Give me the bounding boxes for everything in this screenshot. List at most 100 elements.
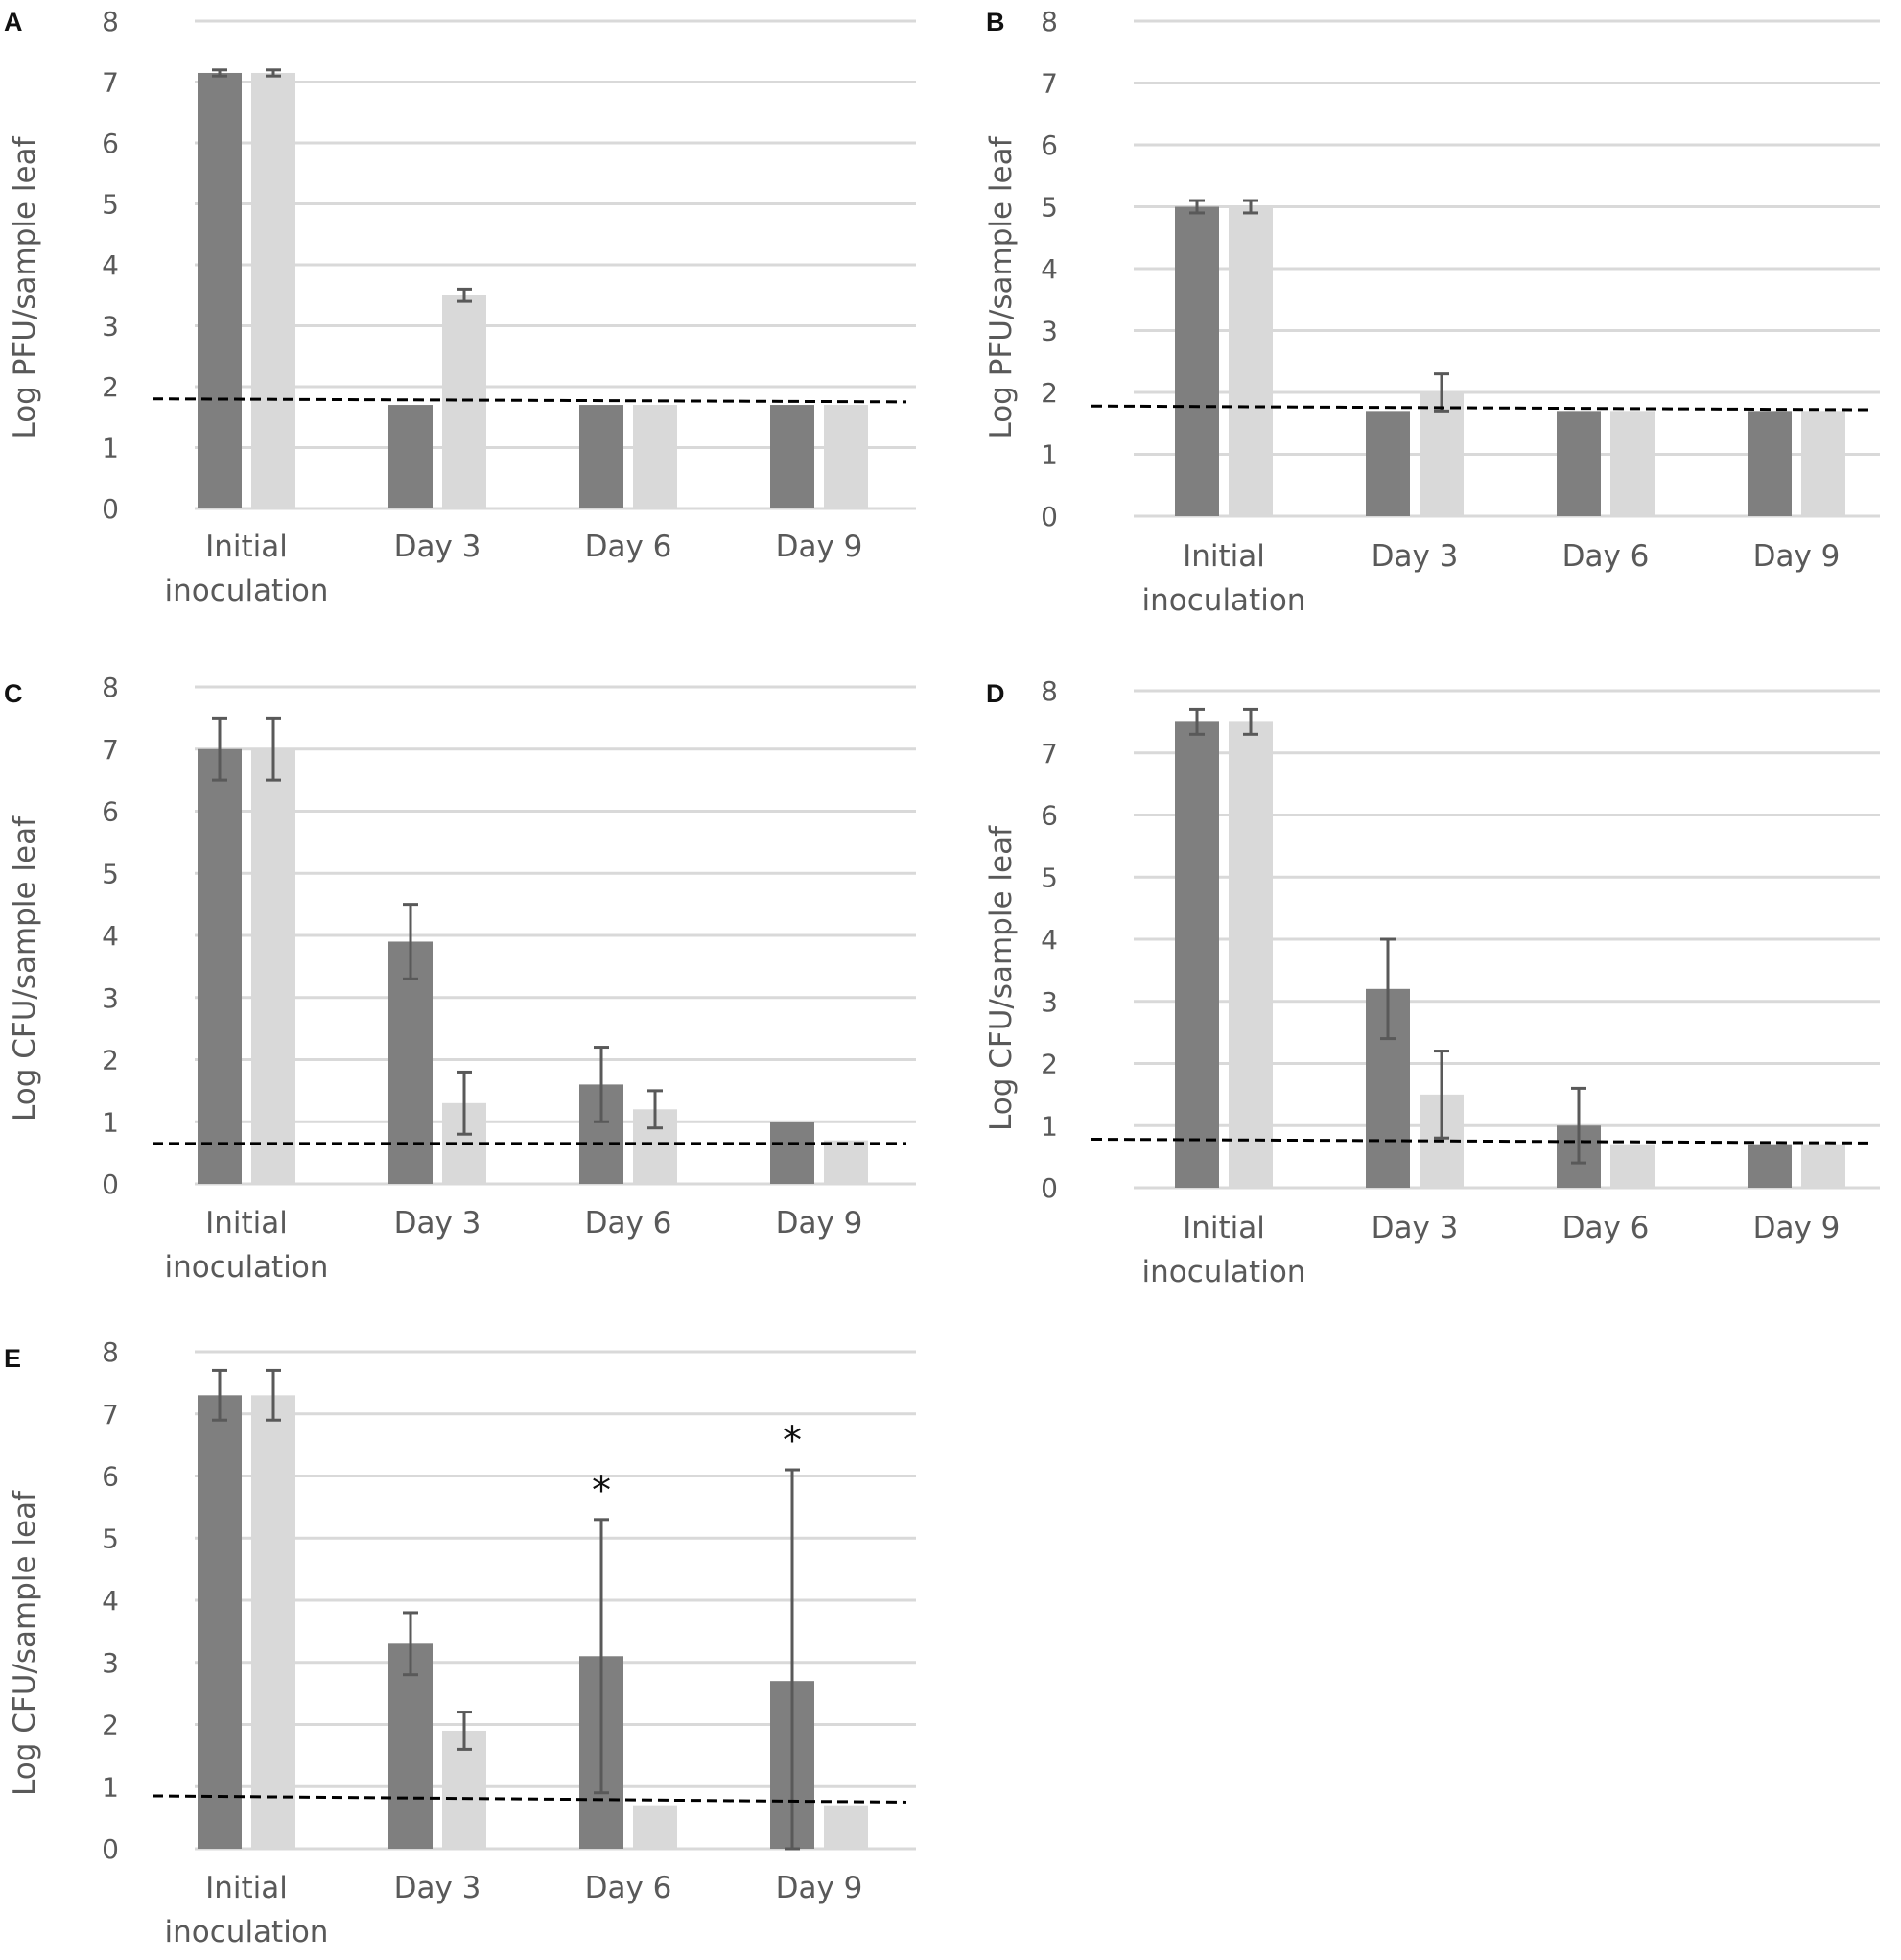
y-tick-label: 3 — [1041, 316, 1058, 347]
bar-light — [1801, 1144, 1845, 1188]
panel-e-letter: E — [4, 1344, 22, 1373]
bar-dark — [1748, 411, 1792, 516]
y-tick-label: 0 — [102, 1169, 119, 1200]
bar-light — [1610, 411, 1655, 516]
detection-limit-line — [152, 1794, 907, 1804]
bar-light — [633, 1805, 677, 1849]
y-tick-label: 5 — [1041, 192, 1058, 224]
detection-limit-line — [152, 397, 907, 404]
y-tick-label: 4 — [102, 920, 119, 952]
x-category-label: inoculation — [165, 1250, 329, 1285]
y-tick-label: 8 — [102, 1336, 119, 1368]
x-category-label: Initial — [205, 530, 288, 564]
y-tick-label: 0 — [1041, 1172, 1058, 1204]
y-tick-label: 7 — [1041, 738, 1058, 769]
y-tick-label: 0 — [102, 493, 119, 525]
y-tick-label: 2 — [1041, 377, 1058, 409]
y-tick-label: 8 — [1041, 675, 1058, 707]
significance-asterisk: * — [783, 1419, 802, 1463]
y-tick-label: 7 — [1041, 68, 1058, 100]
x-category-label: Initial — [205, 1871, 288, 1905]
chart-d: 0 1 2 3 4 5 6 7 8 Log CFU/sample leaf Initial inocu… — [984, 675, 1880, 1289]
y-tick-label: 5 — [102, 1523, 119, 1554]
bar-dark — [1175, 721, 1219, 1188]
y-tick-label: 6 — [102, 1461, 119, 1493]
y-tick-label: 4 — [102, 249, 119, 281]
significance-asterisk: * — [592, 1469, 611, 1513]
y-axis-label: Log CFU/sample leaf — [8, 1490, 42, 1796]
y-tick-label: 5 — [1041, 862, 1058, 893]
bar-dark — [770, 1122, 814, 1184]
bar-dark — [388, 405, 433, 508]
y-tick-label: 3 — [102, 1647, 119, 1679]
y-tick-label: 2 — [102, 1710, 119, 1741]
bar-dark — [388, 941, 433, 1184]
y-tick-label: 8 — [102, 672, 119, 703]
bar-dark — [770, 405, 814, 508]
bar-dark — [198, 748, 242, 1184]
x-category-label: Initial — [1183, 1211, 1265, 1245]
y-tick-label: 3 — [102, 982, 119, 1014]
bar-light — [251, 72, 295, 508]
panel-d-letter: D — [986, 679, 1005, 708]
panel-c-letter: C — [4, 679, 23, 708]
y-tick-label: 2 — [102, 371, 119, 403]
bar-light — [251, 1395, 295, 1849]
chart-e: 0 1 2 3 4 5 6 7 8 Log CFU/sample leaf Initial inocu… — [8, 1336, 916, 1949]
bar-dark — [198, 1395, 242, 1849]
bar-dark — [1175, 206, 1219, 516]
y-axis-label: Log PFU/sample leaf — [984, 135, 1019, 438]
bar-light — [1420, 392, 1464, 516]
x-category-label: Day 3 — [394, 1206, 481, 1240]
x-category-label: Day 6 — [1562, 539, 1650, 574]
bar-dark — [1557, 411, 1601, 516]
bar-light — [824, 1805, 868, 1849]
x-category-label: Day 6 — [1562, 1211, 1650, 1245]
y-tick-label: 8 — [1041, 6, 1058, 37]
x-category-label: Initial — [1183, 539, 1265, 574]
y-tick-label: 6 — [1041, 800, 1058, 832]
y-tick-label: 3 — [1041, 986, 1058, 1018]
y-tick-label: 7 — [102, 67, 119, 99]
x-category-label: Day 3 — [394, 1871, 481, 1905]
chart-c: 0 1 2 3 4 5 6 7 8 Log CFU/sample leaf Initial inocu… — [8, 672, 916, 1285]
y-tick-label: 1 — [1041, 439, 1058, 471]
y-tick-label: 4 — [102, 1585, 119, 1617]
y-tick-label: 7 — [102, 734, 119, 766]
y-tick-label: 6 — [1041, 130, 1058, 161]
x-category-label: Day 3 — [394, 530, 481, 564]
x-category-label: Day 6 — [585, 530, 672, 564]
panel-b: B 0 1 2 3 4 5 6 7 8 Log PFU/sample leaf Initial ino… — [969, 0, 1901, 643]
bar-dark — [1366, 411, 1410, 516]
y-tick-label: 6 — [102, 796, 119, 828]
y-tick-label: 1 — [102, 433, 119, 464]
y-tick-label: 5 — [102, 189, 119, 221]
panel-c: C 0 1 2 3 4 5 6 7 8 Log CFU/sample leaf Initial ino… — [0, 672, 940, 1305]
x-category-label: Day 6 — [585, 1206, 672, 1240]
y-tick-label: 5 — [102, 858, 119, 889]
bar-dark — [388, 1643, 433, 1849]
bar-light — [1229, 206, 1273, 516]
y-tick-label: 4 — [1041, 924, 1058, 956]
bar-light — [1610, 1144, 1655, 1188]
x-category-label: Day 9 — [776, 1871, 863, 1905]
chart-b: 0 1 2 3 4 5 6 7 8 Log PFU/sample leaf Initial inocu… — [984, 6, 1880, 618]
y-tick-label: 0 — [102, 1833, 119, 1865]
x-category-label: Day 9 — [1753, 1211, 1841, 1245]
y-axis-label: Log CFU/sample leaf — [984, 825, 1019, 1131]
chart-a: 0 1 2 3 4 5 6 7 8 Log PFU/sample leaf Initial inocu… — [8, 6, 916, 608]
y-tick-label: 8 — [102, 6, 119, 37]
y-tick-label: 1 — [102, 1106, 119, 1138]
y-tick-label: 2 — [1041, 1049, 1058, 1080]
panel-b-letter: B — [986, 8, 1005, 36]
x-category-label: Initial — [205, 1206, 288, 1240]
panel-a-letter: A — [4, 8, 23, 36]
y-tick-label: 1 — [1041, 1110, 1058, 1142]
x-category-label: Day 9 — [776, 530, 863, 564]
bar-light — [824, 1140, 868, 1184]
y-axis-label: Log PFU/sample leaf — [8, 135, 42, 438]
bar-light — [1801, 411, 1845, 516]
x-category-label: Day 9 — [1753, 539, 1841, 574]
x-category-label: inoculation — [1142, 583, 1306, 618]
panel-d: D 0 1 2 3 4 5 6 7 8 Log CFU/sample leaf Initial ino… — [969, 672, 1901, 1314]
